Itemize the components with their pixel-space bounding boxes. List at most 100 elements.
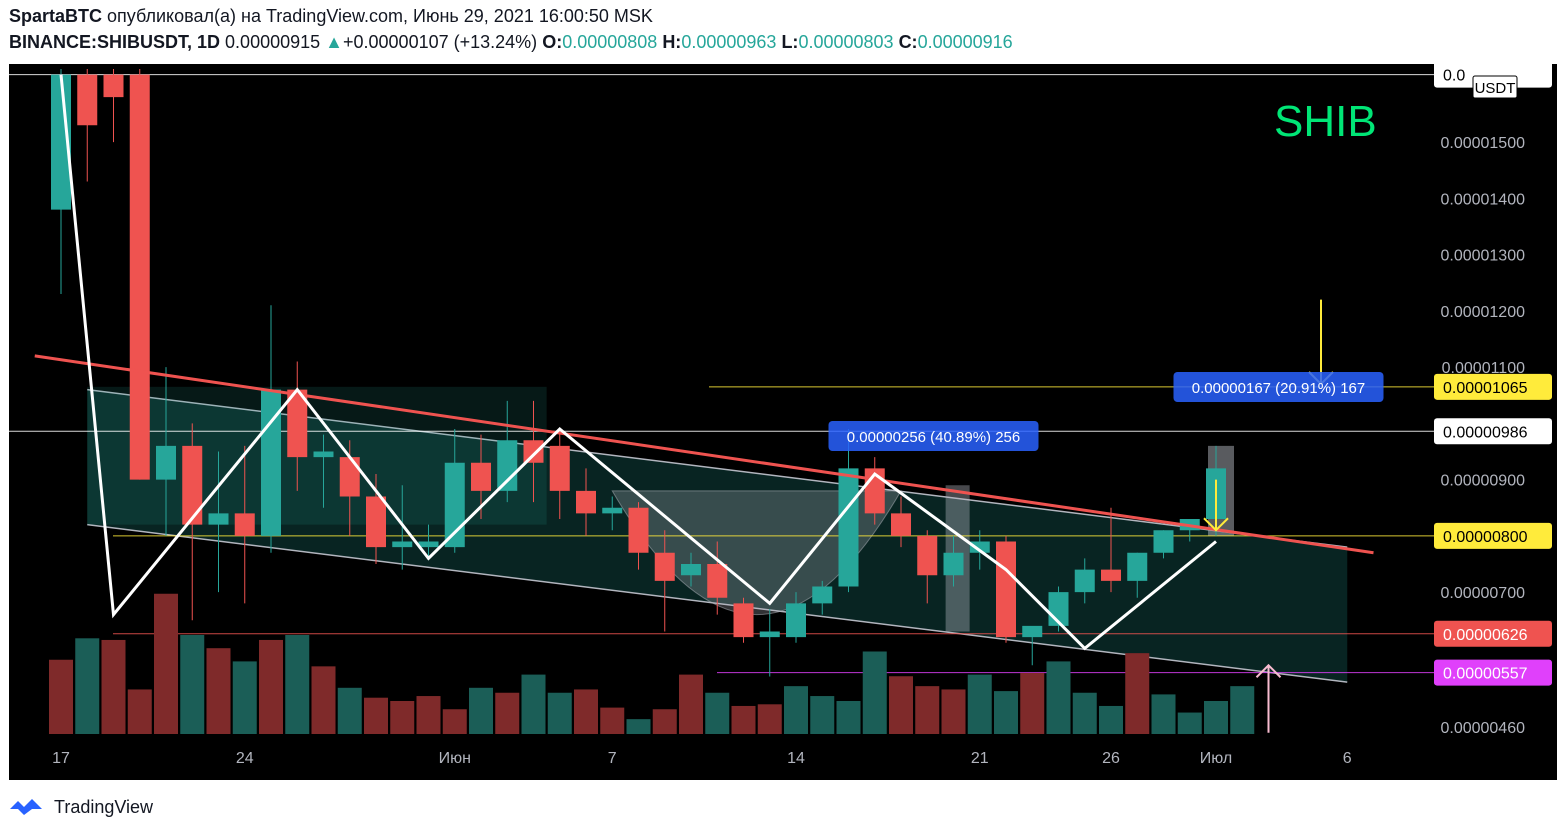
price-level-label: 0.0 [1443,68,1465,85]
volume-bar [574,689,598,734]
volume-bar [784,686,808,734]
candle-body [523,440,544,463]
footer: TradingView [8,792,153,822]
candle-body [287,389,308,458]
volume-bar [547,692,572,734]
publication-line: SpartaBTC опубликовал(а) на TradingView.… [9,6,653,27]
author-name[interactable]: SpartaBTC [9,6,103,26]
price-level-label: 0.00000986 [1443,424,1528,441]
candle-body [1101,569,1121,581]
volume-bar [495,692,520,734]
price-level-tag [1434,418,1552,445]
candle-body [1153,530,1174,553]
candle-body [156,445,176,480]
candle-body [943,552,964,576]
volume-bar [521,674,546,734]
volume-bar [889,676,913,734]
x-tick-label: 6 [1343,750,1352,767]
annotation-box [1173,372,1384,402]
candle-body [654,552,675,581]
volume-bar [285,635,310,734]
candle-body [707,564,728,598]
candle-body [812,586,833,604]
footer-brand[interactable]: TradingView [54,796,154,817]
volume-bar [600,707,625,734]
candle-body [77,74,98,126]
volume-bar [810,696,835,734]
volume-bar [941,689,966,734]
candle-body [497,440,518,491]
candle-body [339,457,360,497]
volume-bar [731,705,756,734]
candle-body [471,462,491,491]
candle-body [366,496,386,548]
volume-bar [442,709,467,734]
candle-body [996,541,1016,638]
volume-bar [127,689,152,734]
arrow-head-icon [1255,663,1282,678]
symbol-label: BINANCE:SHIBUSDT, 1D [9,32,221,52]
candle-body [1127,552,1148,581]
x-tick-label: Июн [439,750,471,767]
volume-bar [967,674,992,734]
volume-bar [705,692,730,734]
volume-bar [626,719,651,734]
volume-bar [1151,694,1176,734]
volume-bar [180,635,205,734]
chart-canvas[interactable]: 0.00001500 0.00001400 0.00001300 0.00001200… [9,64,1557,780]
price-level-label: 0.00001065 [1443,380,1528,397]
candle-body [549,445,570,491]
measure-annotation: 0.00000167 (20.91%) 167 [1173,372,1384,402]
low-value: 0.00000803 [798,32,894,52]
x-tick-label: 7 [608,750,617,767]
annotation-text: 0.00000167 (20.91%) 167 [1192,380,1365,397]
volume-bar [49,659,73,734]
volume-bar [836,701,861,734]
volume-bar [679,674,703,734]
volume-bar [337,687,362,734]
volume-bar [364,697,388,734]
candle-body [234,513,255,536]
price-level-tag [1434,620,1552,647]
candle-body [129,74,150,480]
x-tick-label: 26 [1102,750,1120,767]
candle-body [628,507,649,553]
measure-annotation: 0.00000256 (40.89%) 256 [828,421,1039,451]
volume-bar [416,696,441,734]
x-tick-label: 21 [971,750,989,767]
candle-body [733,603,754,638]
candle-body [103,74,124,98]
price-level-tag [1434,659,1552,686]
candle-body [969,541,990,553]
volume-bar [652,709,677,734]
price-level-label: 0.00000557 [1443,666,1528,683]
volume-bar [1204,701,1228,734]
volume-bar [75,638,100,734]
annotation-text: 0.00000256 (40.89%) 256 [847,429,1020,446]
volume-bar [915,686,940,734]
x-tick-label: Июл [1200,750,1232,767]
candle-body [182,445,203,525]
price-level-tag [1434,522,1552,549]
candle-body [313,451,334,458]
volume-bar [232,661,257,734]
high-label: H: [662,32,682,52]
candle-body [576,490,596,514]
volume-bar [1177,712,1202,734]
volume-bar [1020,672,1045,734]
chart-title: SHIB [1274,97,1377,146]
y-tick-label: 0.00000460 [1440,720,1525,737]
candle-body [1074,569,1095,593]
low-label: L: [781,32,799,52]
zigzag-pattern-line [59,74,1217,651]
volume-bar [1125,653,1150,734]
volume-bar [1099,705,1123,734]
tradingview-logo-icon [10,799,42,815]
candle-body [838,468,859,587]
volume-bar [259,639,283,734]
y-tick-label: 0.00001200 [1440,304,1525,321]
published-text: опубликовал(а) на TradingView.com, Июнь … [107,6,653,26]
chart-panel[interactable]: 0.00001500 0.00001400 0.00001300 0.00001200… [9,64,1557,780]
volume-bar [311,666,336,734]
candle-body [1022,625,1043,638]
